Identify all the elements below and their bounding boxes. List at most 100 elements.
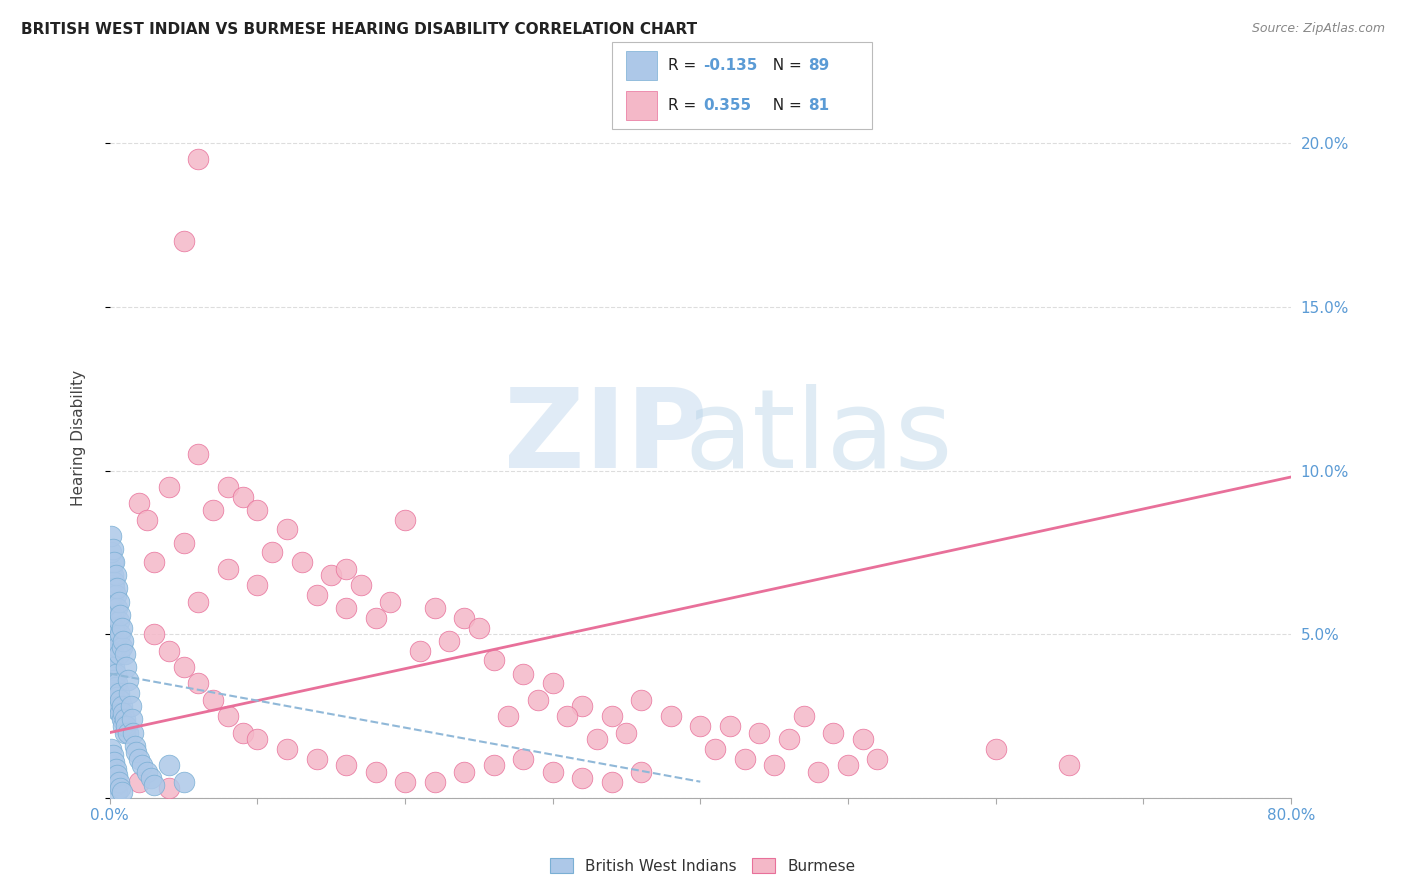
- Point: [335, 562, 357, 576]
- Point: [734, 752, 756, 766]
- Point: [105, 676, 128, 690]
- Point: [103, 772, 125, 786]
- Point: [101, 650, 124, 665]
- Point: [128, 752, 150, 766]
- Point: [135, 764, 157, 779]
- Point: [482, 653, 505, 667]
- Point: [748, 725, 770, 739]
- Point: [100, 758, 122, 772]
- Point: [557, 709, 579, 723]
- Point: [118, 686, 141, 700]
- Text: ZIP: ZIP: [505, 384, 707, 491]
- Point: [453, 764, 475, 779]
- Point: [143, 778, 166, 792]
- Point: [984, 742, 1007, 756]
- Point: [103, 647, 125, 661]
- Point: [157, 480, 180, 494]
- Point: [246, 732, 269, 747]
- Point: [173, 234, 195, 248]
- Text: atlas: atlas: [685, 384, 953, 491]
- Point: [423, 774, 446, 789]
- Point: [380, 594, 402, 608]
- Point: [571, 772, 593, 786]
- Point: [114, 647, 136, 661]
- Point: [232, 490, 254, 504]
- Point: [103, 611, 125, 625]
- Point: [157, 643, 180, 657]
- Point: [143, 627, 166, 641]
- Text: -0.135: -0.135: [703, 58, 758, 73]
- Point: [103, 555, 125, 569]
- Point: [103, 755, 125, 769]
- Point: [103, 582, 125, 596]
- Point: [600, 709, 623, 723]
- Point: [101, 601, 124, 615]
- Point: [350, 578, 373, 592]
- Point: [115, 660, 138, 674]
- Point: [103, 660, 125, 674]
- Point: [100, 578, 122, 592]
- Legend: British West Indians, Burmese: British West Indians, Burmese: [544, 852, 862, 880]
- Point: [122, 725, 145, 739]
- Point: [453, 611, 475, 625]
- Text: N =: N =: [763, 58, 807, 73]
- Point: [105, 690, 128, 704]
- Point: [108, 693, 131, 707]
- Point: [482, 758, 505, 772]
- Point: [262, 545, 284, 559]
- Point: [276, 523, 298, 537]
- Text: R =: R =: [668, 58, 702, 73]
- Point: [104, 680, 127, 694]
- Point: [246, 578, 269, 592]
- Point: [512, 752, 534, 766]
- Point: [100, 562, 122, 576]
- Point: [101, 666, 124, 681]
- Y-axis label: Hearing Disability: Hearing Disability: [72, 369, 86, 506]
- Point: [120, 699, 142, 714]
- Point: [630, 693, 652, 707]
- Point: [1059, 758, 1081, 772]
- Text: 81: 81: [808, 98, 830, 113]
- Point: [101, 633, 124, 648]
- Point: [659, 709, 682, 723]
- Point: [423, 601, 446, 615]
- Point: [105, 601, 128, 615]
- Point: [104, 588, 127, 602]
- Point: [128, 774, 150, 789]
- Point: [101, 699, 124, 714]
- Point: [107, 594, 129, 608]
- Point: [157, 781, 180, 796]
- Point: [100, 742, 122, 756]
- Point: [107, 647, 129, 661]
- Point: [468, 621, 491, 635]
- Point: [100, 594, 122, 608]
- Point: [101, 568, 124, 582]
- Point: [101, 588, 124, 602]
- Point: [866, 752, 889, 766]
- Point: [541, 764, 564, 779]
- Point: [837, 758, 859, 772]
- Point: [364, 611, 387, 625]
- Point: [107, 699, 129, 714]
- Point: [108, 627, 131, 641]
- Point: [217, 480, 239, 494]
- Point: [108, 607, 131, 622]
- Point: [321, 568, 343, 582]
- Point: [104, 693, 127, 707]
- Point: [124, 739, 146, 753]
- Point: [105, 640, 128, 655]
- Point: [121, 713, 143, 727]
- Point: [173, 774, 195, 789]
- Point: [104, 633, 127, 648]
- Point: [107, 614, 129, 628]
- Point: [111, 713, 134, 727]
- Point: [718, 719, 741, 733]
- Point: [157, 758, 180, 772]
- Point: [104, 666, 127, 681]
- Point: [232, 725, 254, 739]
- Point: [108, 781, 131, 796]
- Text: N =: N =: [763, 98, 807, 113]
- Point: [173, 535, 195, 549]
- Point: [187, 153, 209, 167]
- Point: [108, 706, 131, 720]
